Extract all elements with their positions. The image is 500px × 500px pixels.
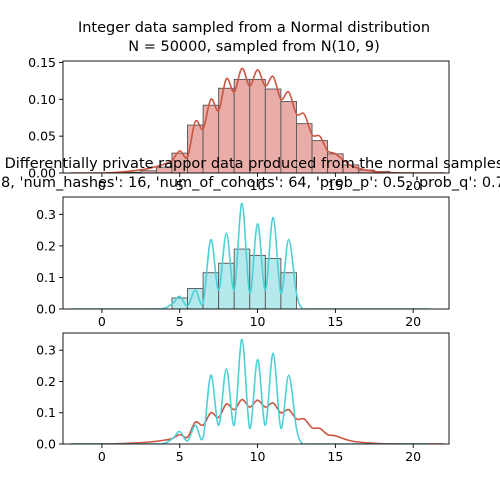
axes-frame bbox=[62, 196, 450, 310]
panel-rappor-data: 0 5 10 15 20 0.0 0.1 0.2 0.3 bbox=[36, 196, 450, 329]
x-tick-label: 10 bbox=[250, 314, 266, 329]
x-tick-label: 15 bbox=[327, 449, 343, 464]
y-tick-label: 0.10 bbox=[28, 92, 56, 107]
x-tick-label: 15 bbox=[327, 178, 343, 193]
x-tick-label: 20 bbox=[405, 178, 421, 193]
x-tick-label: 0 bbox=[98, 449, 106, 464]
x-tick-label: 5 bbox=[176, 449, 184, 464]
plot-area bbox=[70, 202, 429, 309]
panel-normal-samples: 0 5 10 15 20 0.00 0.05 0.10 0.15 bbox=[28, 55, 450, 193]
y-tick-label: 0.15 bbox=[28, 55, 56, 70]
y-tick-label: 0.2 bbox=[36, 374, 56, 389]
histogram-bar bbox=[187, 288, 204, 309]
axes-frame bbox=[62, 60, 450, 174]
y-tick-label: 0.00 bbox=[28, 166, 56, 181]
plot-area bbox=[70, 67, 445, 173]
x-tick-label: 10 bbox=[250, 449, 266, 464]
density-line bbox=[70, 202, 429, 309]
x-tick-label: 10 bbox=[250, 178, 266, 193]
x-tick-label: 0 bbox=[98, 314, 106, 329]
chart-subtitle-top: N = 50000, sampled from N(10, 9) bbox=[128, 39, 380, 55]
y-tick-label: 0.3 bbox=[36, 207, 56, 222]
y-tick-label: 0.2 bbox=[36, 238, 56, 253]
y-tick-label: 0.1 bbox=[36, 270, 56, 285]
axes-frame bbox=[62, 332, 450, 445]
x-tick-label: 5 bbox=[176, 314, 184, 329]
panel-kde-comparison: 0 5 10 15 20 0.0 0.1 0.2 0.3 bbox=[36, 332, 450, 464]
x-tick-label: 15 bbox=[327, 314, 343, 329]
density-line bbox=[70, 398, 445, 444]
y-tick-label: 0.05 bbox=[28, 129, 56, 144]
x-tick-label: 20 bbox=[405, 314, 421, 329]
chart-title-middle: Differentially private rappor data produ… bbox=[5, 156, 500, 172]
plot-area bbox=[70, 338, 445, 444]
chart-title-top: Integer data sampled from a Normal distr… bbox=[78, 20, 430, 36]
y-tick-label: 0.0 bbox=[36, 437, 56, 452]
density-line bbox=[70, 338, 429, 444]
chart-subtitle-middle: {'num_bits': 128, 'num_hashes': 16, 'num… bbox=[0, 175, 500, 191]
y-tick-label: 0.0 bbox=[36, 302, 56, 317]
x-tick-label: 20 bbox=[405, 449, 421, 464]
y-tick-label: 0.3 bbox=[36, 343, 56, 358]
x-tick-label: 0 bbox=[98, 178, 106, 193]
y-tick-label: 0.1 bbox=[36, 405, 56, 420]
x-tick-label: 5 bbox=[176, 178, 184, 193]
density-line bbox=[70, 67, 445, 173]
